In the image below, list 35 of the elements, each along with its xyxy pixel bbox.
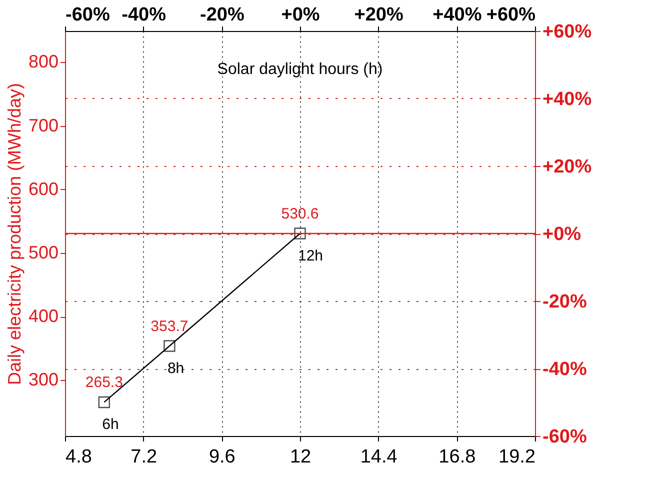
x-axis-title: Solar daylight hours (h): [217, 61, 383, 78]
x2-tick-label: +0%: [281, 4, 320, 26]
y-tick-label: 700: [28, 115, 58, 136]
x2-tick-label: -60%: [66, 4, 110, 26]
x-tick-label: 12: [290, 446, 312, 468]
y-tick-label: 800: [28, 52, 58, 72]
y-tick-label: 300: [28, 370, 58, 390]
y2-tick-label: +20%: [542, 156, 592, 178]
y-tick-label: 600: [28, 178, 58, 199]
y-axis-title: Daily electricity production (MWh/day): [4, 82, 24, 386]
y2-tick-label: +0%: [542, 224, 582, 245]
x-tick-label: 16.8: [438, 446, 476, 468]
data-label: 353.7: [150, 318, 188, 336]
y-tick-label: 500: [28, 242, 58, 262]
x2-tick-label: -20%: [200, 4, 244, 26]
x2-tick-label: +20%: [354, 4, 404, 26]
x-tick-label: 7.2: [130, 446, 158, 468]
y2-tick-label: -60%: [542, 426, 587, 448]
annotation: 12h: [298, 248, 324, 264]
x2-tick-label: +40%: [432, 4, 482, 26]
x-tick-label: 4.8: [66, 446, 92, 468]
y-tick-label: 400: [28, 306, 58, 326]
data-label: 530.6: [281, 206, 319, 222]
y2-tick-label: +40%: [542, 89, 592, 110]
x-tick-label: 14.4: [360, 446, 398, 468]
annotation: 8h: [167, 360, 184, 378]
data-label: 265.3: [85, 374, 123, 392]
x2-tick-label: -40%: [122, 4, 166, 26]
y2-tick-label: -40%: [542, 359, 587, 380]
y2-tick-label: +60%: [542, 22, 592, 42]
x-tick-label: 9.6: [208, 446, 236, 468]
x-tick-label: 19.2: [498, 446, 536, 468]
annotation: 6h: [102, 416, 119, 434]
y2-tick-label: -20%: [542, 292, 587, 312]
x2-tick-label: +60%: [486, 4, 536, 26]
